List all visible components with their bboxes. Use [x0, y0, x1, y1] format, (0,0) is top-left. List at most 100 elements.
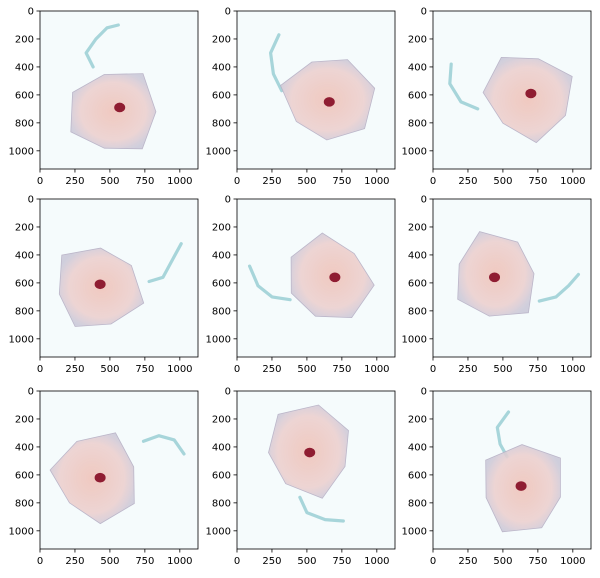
y-tick-label: 0: [421, 7, 427, 18]
x-tick-label: 0: [430, 364, 436, 375]
y-tick-label: 600: [15, 90, 34, 101]
image-panel-8: 0 250 500 750 1000 0 200 400 600 800 1000: [197, 380, 401, 573]
cell-tail: [268, 33, 284, 93]
cell-body: [482, 56, 573, 144]
y-tick-label: 800: [212, 118, 231, 129]
x-tick-label: 500: [493, 556, 512, 567]
y-tick-label: 0: [421, 195, 427, 206]
x-tick-label: 500: [100, 556, 119, 567]
axes-frame: [432, 198, 592, 358]
panel-svg: 0 250 500 750 1000 0 200 400 600 800 1000: [206, 387, 396, 567]
y-tick-label: 400: [15, 250, 34, 261]
image-panel-4: 0 250 500 750 1000 0 200 400 600 800 1000: [0, 188, 204, 381]
cell-nucleus: [329, 272, 341, 283]
panel-svg: 0 250 500 750 1000 0 200 400 600 800 1000: [402, 195, 592, 375]
y-tick-label: 800: [15, 306, 34, 317]
x-tick-label: 1000: [364, 556, 389, 567]
cell-nucleus: [94, 472, 106, 483]
image-panel-2: 0 250 500 750 1000 0 200 400 600 800 1000: [197, 0, 401, 193]
x-tick-label: 500: [493, 364, 512, 375]
y-tick-label: 1000: [402, 334, 427, 345]
y-tick-label: 0: [225, 7, 231, 18]
y-tick-label: 800: [15, 118, 34, 129]
cell-body: [49, 432, 135, 525]
y-tick-label: 200: [15, 414, 34, 425]
y-tick-label: 800: [408, 306, 427, 317]
cell-nucleus: [525, 88, 537, 99]
y-tick-label: 1000: [9, 334, 34, 345]
cell-tail: [537, 272, 580, 303]
cell-tail: [84, 23, 120, 69]
cell-nucleus: [114, 102, 126, 113]
x-tick-label: 500: [100, 176, 119, 187]
y-tick-label: 200: [212, 34, 231, 45]
axes-frame: [236, 198, 396, 358]
panel-svg: 0 250 500 750 1000 0 200 400 600 800 1000: [402, 387, 592, 567]
x-tick-label: 0: [37, 556, 43, 567]
y-tick-label: 400: [15, 62, 34, 73]
axes-frame: [432, 10, 592, 170]
axes-frame: [236, 10, 396, 170]
x-tick-label: 250: [262, 556, 281, 567]
y-tick-label: 800: [15, 498, 34, 509]
y-tick-label: 200: [15, 222, 34, 233]
x-tick-label: 750: [135, 556, 154, 567]
x-tick-label: 750: [135, 176, 154, 187]
cell-tail: [141, 434, 186, 456]
y-tick-label: 600: [212, 90, 231, 101]
x-tick-label: 0: [37, 364, 43, 375]
cell-nucleus: [323, 97, 335, 107]
image-panel-1: 0 250 500 750 1000 0 200 400 600 800 1000: [0, 0, 204, 193]
cell-tail: [495, 410, 511, 459]
y-tick-label: 400: [408, 250, 427, 261]
y-tick-label: 400: [408, 442, 427, 453]
y-tick-label: 600: [15, 278, 34, 289]
y-tick-label: 600: [15, 470, 34, 481]
panel-svg: 0 250 500 750 1000 0 200 400 600 800 1000: [9, 7, 199, 187]
y-tick-label: 0: [28, 387, 34, 398]
x-tick-label: 0: [430, 556, 436, 567]
cell-tail: [147, 242, 183, 284]
image-panel-9: 0 250 500 750 1000 0 200 400 600 800 1000: [393, 380, 597, 573]
y-tick-label: 200: [212, 222, 231, 233]
y-tick-label: 400: [408, 62, 427, 73]
x-tick-label: 250: [458, 176, 477, 187]
image-panel-7: 0 250 500 750 1000 0 200 400 600 800 1000: [0, 380, 204, 573]
panel-svg: 0 250 500 750 1000 0 200 400 600 800 1000: [9, 195, 199, 375]
cell-body: [70, 73, 157, 150]
x-tick-label: 1000: [560, 556, 585, 567]
y-tick-label: 200: [408, 222, 427, 233]
x-tick-label: 1000: [364, 176, 389, 187]
y-tick-label: 1000: [9, 146, 34, 157]
x-tick-label: 1000: [167, 176, 192, 187]
y-tick-label: 200: [408, 34, 427, 45]
y-tick-label: 0: [28, 7, 34, 18]
y-tick-label: 200: [15, 34, 34, 45]
x-tick-label: 750: [528, 364, 547, 375]
x-tick-label: 250: [458, 364, 477, 375]
x-tick-label: 250: [262, 364, 281, 375]
y-tick-label: 1000: [206, 334, 231, 345]
y-tick-label: 600: [408, 470, 427, 481]
axes-frame: [39, 390, 199, 550]
x-tick-label: 250: [65, 556, 84, 567]
x-tick-label: 0: [430, 176, 436, 187]
x-tick-label: 250: [458, 556, 477, 567]
y-tick-label: 600: [212, 470, 231, 481]
x-tick-label: 1000: [167, 364, 192, 375]
cell-nucleus: [94, 279, 106, 290]
y-tick-label: 800: [408, 498, 427, 509]
x-tick-label: 250: [65, 176, 84, 187]
x-tick-label: 750: [528, 176, 547, 187]
y-tick-label: 1000: [402, 146, 427, 157]
axes-frame: [432, 390, 592, 550]
x-tick-label: 0: [37, 176, 43, 187]
x-tick-label: 1000: [167, 556, 192, 567]
x-tick-label: 250: [262, 176, 281, 187]
y-tick-label: 1000: [206, 526, 231, 537]
cell-nucleus: [304, 447, 316, 458]
x-tick-label: 750: [332, 176, 351, 187]
panel-svg: 0 250 500 750 1000 0 200 400 600 800 1000: [206, 7, 396, 187]
y-tick-label: 200: [408, 414, 427, 425]
